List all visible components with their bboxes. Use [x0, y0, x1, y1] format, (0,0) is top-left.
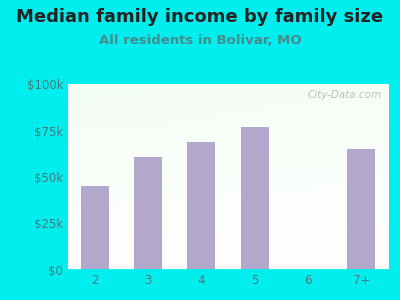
Text: City-Data.com: City-Data.com	[308, 90, 382, 100]
Text: Median family income by family size: Median family income by family size	[16, 8, 384, 26]
Bar	[241, 127, 268, 270]
Bar	[348, 149, 375, 270]
Bar	[134, 157, 162, 270]
Bar	[81, 186, 108, 270]
Bar	[188, 142, 215, 270]
Text: All residents in Bolivar, MO: All residents in Bolivar, MO	[99, 34, 301, 47]
